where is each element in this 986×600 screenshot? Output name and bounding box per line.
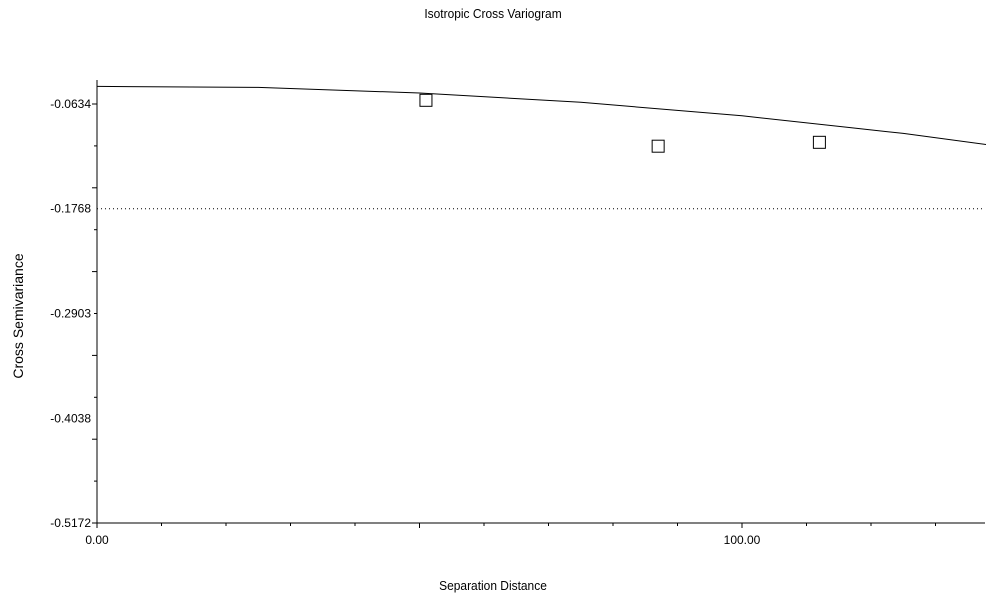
data-point-square bbox=[812, 135, 826, 149]
data-point-square bbox=[651, 139, 665, 153]
y-tick-label: -0.0634 bbox=[50, 97, 91, 111]
x-tick-label: 100.00 bbox=[724, 533, 761, 547]
model-curve bbox=[96, 85, 986, 146]
chart-title: Isotropic Cross Variogram bbox=[424, 6, 562, 21]
y-tick-label: -0.1768 bbox=[50, 202, 91, 216]
y-tick-label: -0.2903 bbox=[50, 307, 91, 321]
x-tick-label: 0.00 bbox=[85, 533, 109, 547]
data-point-square bbox=[419, 93, 433, 107]
x-axis-label: Separation Distance bbox=[439, 578, 547, 593]
y-tick-label: -0.5172 bbox=[50, 516, 91, 530]
y-tick-label: -0.4038 bbox=[50, 411, 91, 425]
